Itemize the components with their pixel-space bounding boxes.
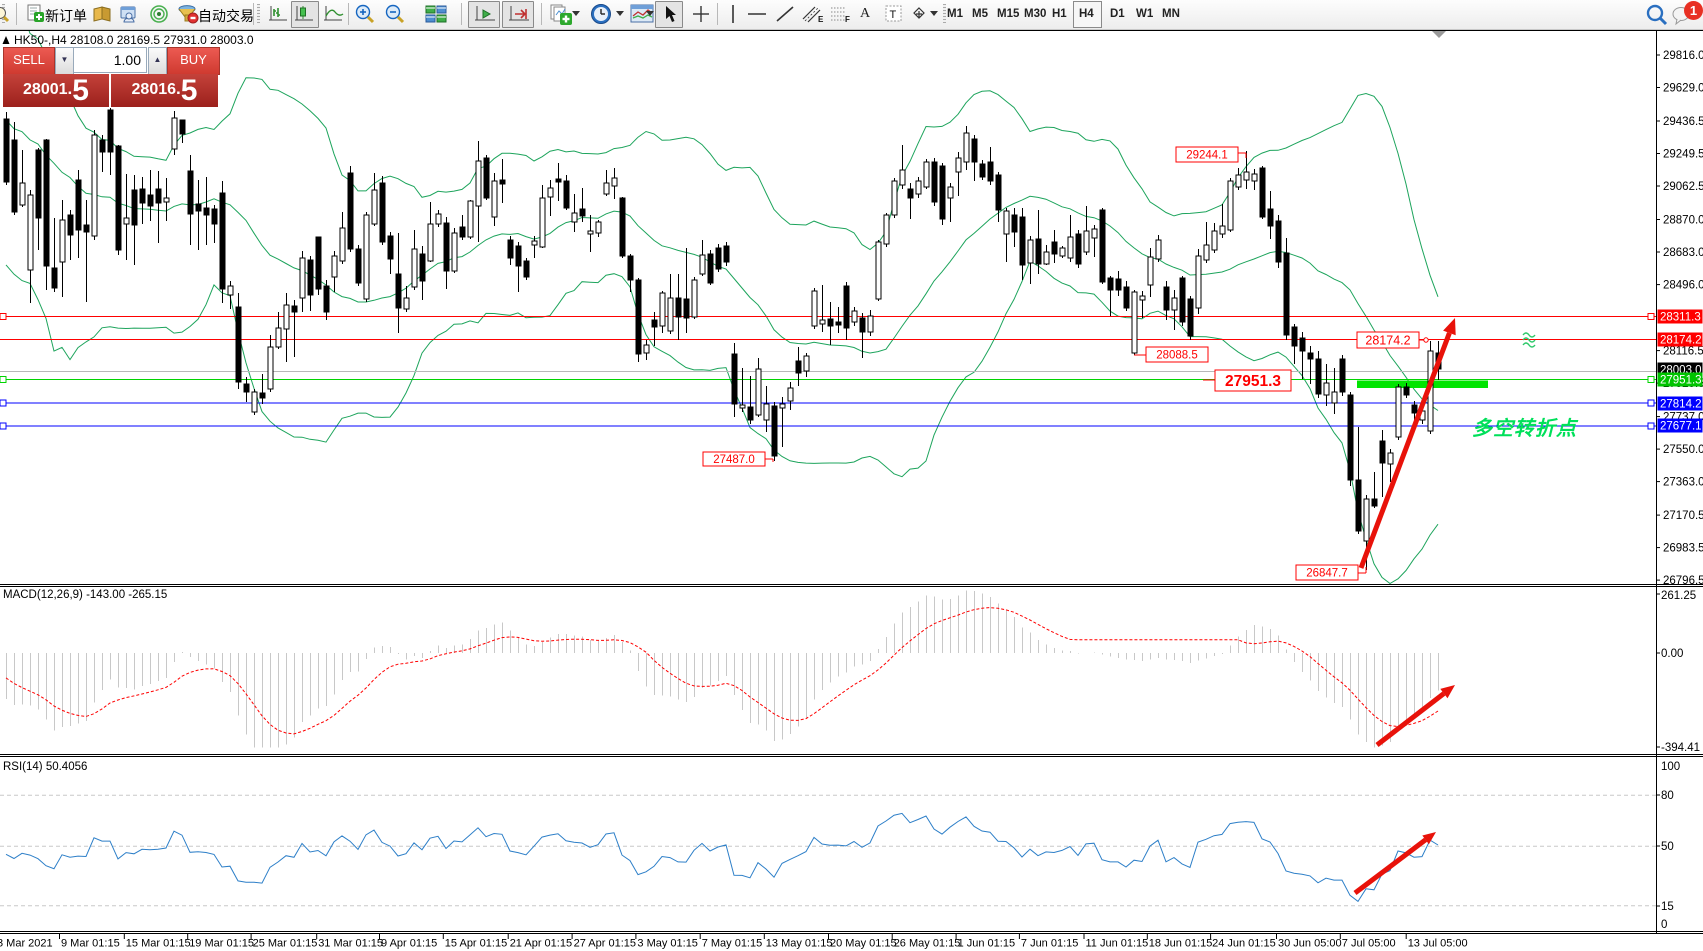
svg-text:24 Jun 01:15: 24 Jun 01:15	[1212, 938, 1276, 950]
svg-text:29629.0: 29629.0	[1663, 83, 1703, 95]
svg-text:261.25: 261.25	[1661, 590, 1696, 602]
svg-text:T: T	[890, 9, 897, 21]
svg-text:9 Apr 01:15: 9 Apr 01:15	[381, 938, 437, 950]
svg-text:20 May 01:15: 20 May 01:15	[830, 938, 897, 950]
svg-text:25 Mar 01:15: 25 Mar 01:15	[253, 938, 318, 950]
svg-text:9 Mar 01:15: 9 Mar 01:15	[61, 938, 120, 950]
svg-text:27951.3: 27951.3	[1225, 373, 1281, 390]
svg-text:28116.5: 28116.5	[1663, 346, 1703, 358]
svg-text:30 Jun 05:00: 30 Jun 05:00	[1278, 938, 1342, 950]
svg-text:26796.5: 26796.5	[1663, 575, 1703, 587]
svg-text:26847.7: 26847.7	[1306, 568, 1348, 580]
svg-text:0.00: 0.00	[1661, 648, 1683, 660]
svg-text:3 May 01:15: 3 May 01:15	[637, 938, 698, 950]
svg-text:RSI(14) 50.4056: RSI(14) 50.4056	[3, 761, 87, 773]
svg-text:28496.0: 28496.0	[1663, 280, 1703, 292]
svg-text:13 May 01:15: 13 May 01:15	[766, 938, 833, 950]
svg-text:28088.5: 28088.5	[1156, 350, 1198, 362]
svg-text:31 Mar 01:15: 31 Mar 01:15	[318, 938, 383, 950]
svg-text:19 Mar 01:15: 19 Mar 01:15	[189, 938, 254, 950]
svg-text:MACD(12,26,9) -143.00 -265.15: MACD(12,26,9) -143.00 -265.15	[3, 589, 167, 601]
svg-text:13 Jul 05:00: 13 Jul 05:00	[1408, 938, 1468, 950]
svg-text:7 May 01:15: 7 May 01:15	[702, 938, 763, 950]
svg-text:27677.1: 27677.1	[1660, 421, 1702, 433]
svg-text:29244.1: 29244.1	[1186, 150, 1228, 162]
svg-text:27 Apr 01:15: 27 Apr 01:15	[574, 938, 636, 950]
svg-text:15 Mar 01:15: 15 Mar 01:15	[126, 938, 191, 950]
svg-text:0: 0	[1661, 919, 1667, 931]
svg-text:29436.5: 29436.5	[1663, 116, 1703, 128]
svg-text:HK50-,H4 28108.0 28169.5 2793: HK50-,H4 28108.0 28169.5 27931.0 28003.0	[14, 33, 254, 47]
svg-text:21 Apr 01:15: 21 Apr 01:15	[510, 938, 572, 950]
svg-text:29249.5: 29249.5	[1663, 149, 1703, 161]
svg-text:26 May 01:15: 26 May 01:15	[894, 938, 961, 950]
svg-text:27814.2: 27814.2	[1660, 399, 1702, 411]
svg-text:80: 80	[1661, 790, 1674, 802]
svg-text:28311.3: 28311.3	[1660, 312, 1701, 324]
svg-text:7 Jul 05:00: 7 Jul 05:00	[1342, 938, 1396, 950]
svg-text:28683.0: 28683.0	[1663, 247, 1703, 259]
svg-text:27550.0: 27550.0	[1663, 444, 1703, 456]
svg-text:28174.2: 28174.2	[1660, 335, 1702, 347]
svg-text:1 Jun 01:15: 1 Jun 01:15	[958, 938, 1016, 950]
svg-text:-394.41: -394.41	[1661, 742, 1700, 754]
svg-text:29062.5: 29062.5	[1663, 181, 1703, 193]
svg-text:28870.0: 28870.0	[1663, 215, 1703, 227]
svg-text:27170.5: 27170.5	[1663, 510, 1703, 522]
svg-text:27363.0: 27363.0	[1663, 477, 1703, 489]
svg-text:100: 100	[1661, 761, 1680, 773]
svg-text:15 Apr 01:15: 15 Apr 01:15	[445, 938, 507, 950]
svg-text:3 Mar 2021: 3 Mar 2021	[0, 938, 53, 950]
svg-text:26983.5: 26983.5	[1663, 543, 1703, 555]
svg-text:29816.0: 29816.0	[1663, 50, 1703, 62]
svg-text:27487.0: 27487.0	[713, 454, 755, 466]
svg-text:E: E	[818, 15, 824, 23]
svg-text:18 Jun 01:15: 18 Jun 01:15	[1149, 938, 1213, 950]
svg-text:50: 50	[1661, 841, 1674, 853]
svg-text:27951.3: 27951.3	[1660, 375, 1702, 387]
svg-text:F: F	[845, 15, 850, 23]
svg-text:15: 15	[1661, 901, 1674, 913]
svg-text:多空转折点: 多空转折点	[1472, 417, 1579, 440]
svg-text:28174.2: 28174.2	[1365, 334, 1410, 348]
svg-text:11 Jun 01:15: 11 Jun 01:15	[1086, 938, 1149, 950]
svg-text:7 Jun 01:15: 7 Jun 01:15	[1021, 938, 1079, 950]
